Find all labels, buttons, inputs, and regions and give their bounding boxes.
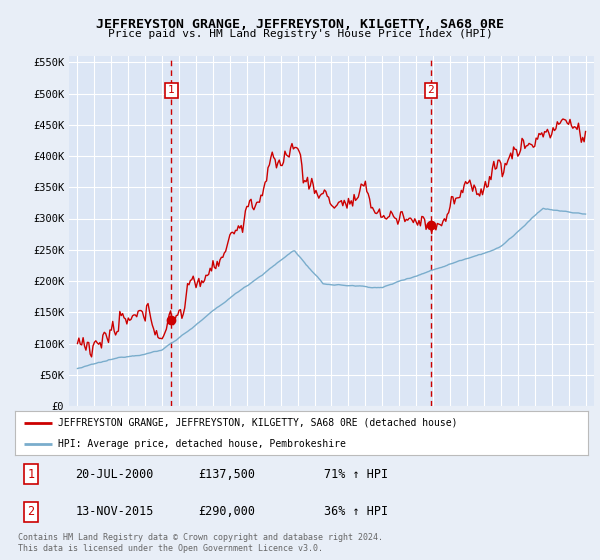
- Text: JEFFREYSTON GRANGE, JEFFREYSTON, KILGETTY, SA68 0RE (detached house): JEFFREYSTON GRANGE, JEFFREYSTON, KILGETT…: [58, 418, 457, 428]
- Text: £137,500: £137,500: [199, 468, 256, 480]
- Text: £290,000: £290,000: [199, 506, 256, 519]
- Text: 2: 2: [28, 506, 35, 519]
- Text: 20-JUL-2000: 20-JUL-2000: [75, 468, 154, 480]
- Text: JEFFREYSTON GRANGE, JEFFREYSTON, KILGETTY, SA68 0RE: JEFFREYSTON GRANGE, JEFFREYSTON, KILGETT…: [96, 18, 504, 31]
- Text: 13-NOV-2015: 13-NOV-2015: [75, 506, 154, 519]
- Text: 1: 1: [168, 85, 175, 95]
- Text: 1: 1: [28, 468, 35, 480]
- Text: Price paid vs. HM Land Registry's House Price Index (HPI): Price paid vs. HM Land Registry's House …: [107, 29, 493, 39]
- Text: 71% ↑ HPI: 71% ↑ HPI: [325, 468, 389, 480]
- Text: Contains HM Land Registry data © Crown copyright and database right 2024.
This d: Contains HM Land Registry data © Crown c…: [18, 533, 383, 553]
- Text: HPI: Average price, detached house, Pembrokeshire: HPI: Average price, detached house, Pemb…: [58, 439, 346, 449]
- Text: 2: 2: [428, 85, 434, 95]
- Text: 36% ↑ HPI: 36% ↑ HPI: [325, 506, 389, 519]
